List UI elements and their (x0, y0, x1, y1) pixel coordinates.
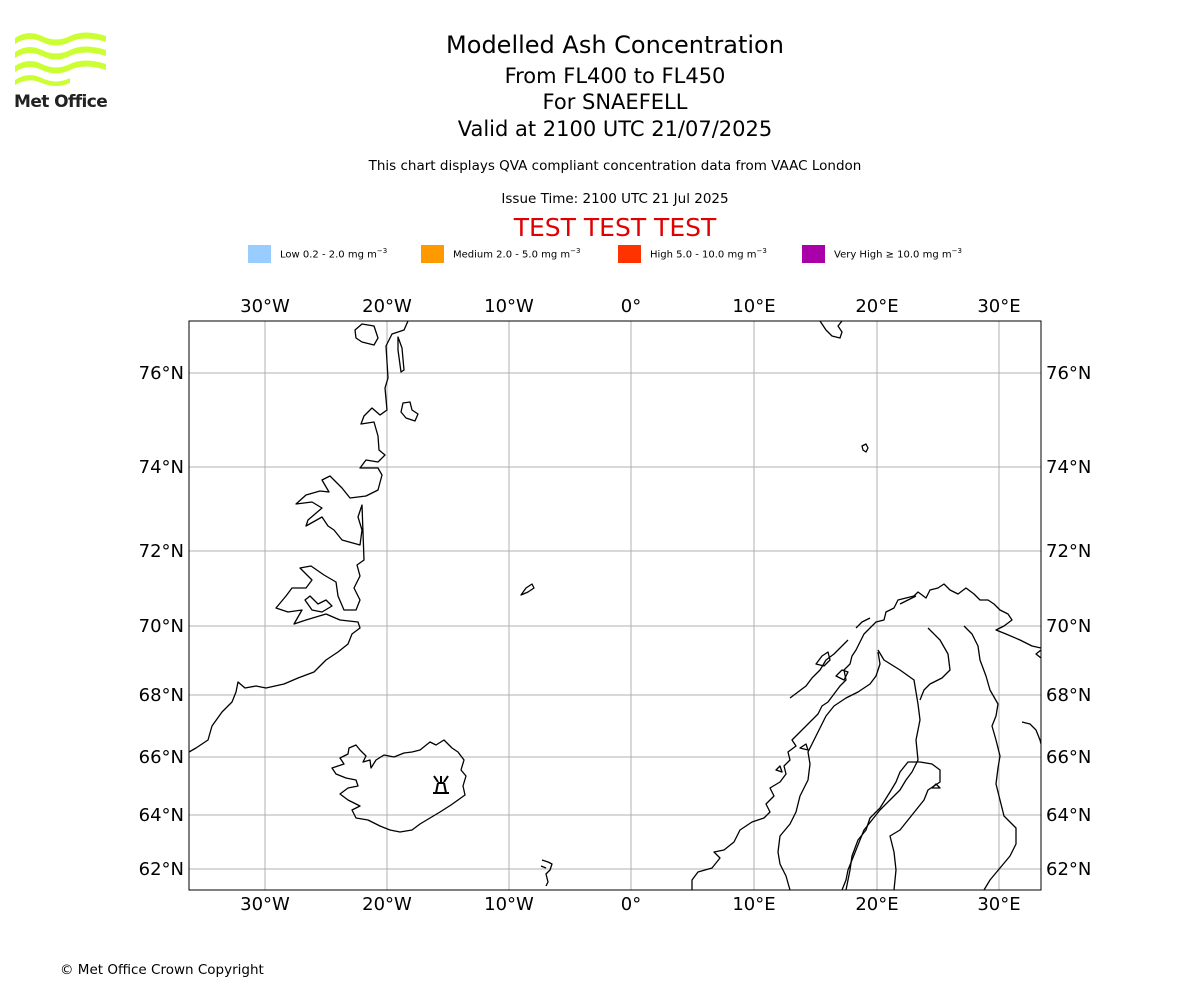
lat-tick-right-64n: 64°N (1046, 805, 1091, 826)
lon-tick-bottom-10w: 10°W (484, 894, 534, 915)
lon-tick-bottom-10e: 10°E (732, 894, 775, 915)
lon-tick-top-30e: 30°E (977, 296, 1020, 317)
gulf-of-bothnia-islands (931, 783, 941, 789)
legend-swatch-very-high (802, 245, 825, 263)
lat-tick-left-74n: 74°N (139, 457, 184, 478)
scandinavia-coast (691, 583, 1041, 890)
legend-label-high: High 5.0 - 10.0 mg m (650, 249, 757, 261)
legend-label-medium: Medium 2.0 - 5.0 mg m (453, 249, 571, 261)
volcano-name: For SNAEFELL (542, 90, 688, 114)
flight-level-range: From FL400 to FL450 (504, 64, 726, 88)
legend-item-medium: Medium 2.0 - 5.0 mg m−3 (421, 244, 580, 264)
norway-fjords (789, 595, 917, 699)
lat-tick-right-76n: 76°N (1046, 363, 1091, 384)
sweden-finland-border (919, 627, 951, 701)
volcano-icon (433, 775, 449, 794)
coastlines (189, 321, 1041, 890)
svalbard-tip (819, 321, 843, 339)
lon-tick-bottom-30w: 30°W (240, 894, 290, 915)
legend-label-low: Low 0.2 - 2.0 mg m (280, 249, 377, 261)
compliance-note: This chart displays QVA compliant concen… (368, 158, 862, 174)
issue-time: Issue Time: 2100 UTC 21 Jul 2025 (501, 191, 729, 207)
kola-coast (1021, 649, 1041, 745)
lon-tick-bottom-0: 0° (621, 894, 641, 915)
lon-tick-bottom-30e: 30°E (977, 894, 1020, 915)
legend-item-high: High 5.0 - 10.0 mg m−3 (618, 244, 767, 264)
copyright-notice: © Met Office Crown Copyright (60, 962, 264, 978)
bottom-longitude-labels: 30°W 20°W 10°W 0° 10°E 20°E 30°E (240, 894, 1020, 915)
bear-island (861, 443, 869, 453)
lat-tick-left-68n: 68°N (139, 685, 184, 706)
valid-time: Valid at 2100 UTC 21/07/2025 (457, 117, 773, 141)
lon-tick-bottom-20w: 20°W (362, 894, 412, 915)
greenland-fjord-1 (304, 595, 333, 613)
met-office-logo-text: Met Office (14, 92, 108, 112)
lon-tick-bottom-20e: 20°E (855, 894, 898, 915)
finland-russia-border (963, 625, 1017, 890)
legend-item-low: Low 0.2 - 2.0 mg m−3 (248, 244, 387, 264)
lat-tick-right-70n: 70°N (1046, 616, 1091, 637)
map-frame (188, 320, 1042, 891)
lon-tick-top-20e: 20°E (855, 296, 898, 317)
test-banner: TEST TEST TEST (513, 213, 717, 242)
lat-tick-left-72n: 72°N (139, 541, 184, 562)
greenland-coast (189, 321, 409, 753)
lon-tick-top-20w: 20°W (362, 296, 412, 317)
lat-tick-left-66n: 66°N (139, 747, 184, 768)
lat-tick-right-68n: 68°N (1046, 685, 1091, 706)
norway-sweden-border (841, 649, 921, 890)
lat-tick-right-62n: 62°N (1046, 859, 1091, 880)
legend-swatch-medium (421, 245, 444, 263)
lat-tick-right-66n: 66°N (1046, 747, 1091, 768)
top-longitude-labels: 30°W 20°W 10°W 0° 10°E 20°E 30°E (240, 296, 1020, 317)
faroe-islands (540, 859, 553, 887)
lon-tick-top-10w: 10°W (484, 296, 534, 317)
lat-tick-left-76n: 76°N (139, 363, 184, 384)
norway-islands (775, 651, 849, 773)
legend-swatch-high (618, 245, 641, 263)
lon-tick-top-0: 0° (621, 296, 641, 317)
lon-tick-top-30w: 30°W (240, 296, 290, 317)
lat-tick-left-62n: 62°N (139, 859, 184, 880)
iceland (331, 739, 467, 833)
norway-inner-border (777, 651, 881, 890)
map-graticule (189, 321, 1041, 890)
lon-tick-top-10e: 10°E (732, 296, 775, 317)
jan-mayen (520, 583, 535, 596)
greenland-island-3 (354, 323, 379, 346)
legend-item-very-high: Very High ≥ 10.0 mg m−3 (802, 244, 962, 264)
lat-tick-left-70n: 70°N (139, 616, 184, 637)
lat-tick-right-72n: 72°N (1046, 541, 1091, 562)
chart-title: Modelled Ash Concentration (446, 31, 784, 59)
right-latitude-labels: 76°N 74°N 72°N 70°N 68°N 66°N 64°N 62°N (1046, 363, 1091, 880)
lat-tick-left-64n: 64°N (139, 805, 184, 826)
legend-swatch-low (248, 245, 271, 263)
greenland-island-1 (397, 336, 405, 373)
legend-label-very-high: Very High ≥ 10.0 mg m (834, 249, 952, 261)
lat-tick-right-74n: 74°N (1046, 457, 1091, 478)
greenland-island-2 (400, 401, 419, 422)
left-latitude-labels: 76°N 74°N 72°N 70°N 68°N 66°N 64°N 62°N (139, 363, 184, 880)
met-office-logo (15, 32, 106, 86)
gulf-of-bothnia (845, 761, 941, 890)
